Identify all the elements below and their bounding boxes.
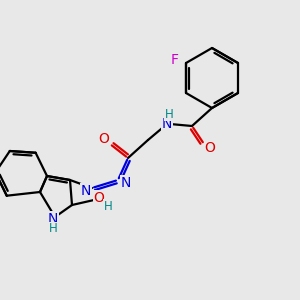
Text: O: O — [99, 132, 110, 146]
Text: N: N — [121, 176, 131, 190]
Text: H: H — [49, 223, 57, 236]
Text: O: O — [94, 191, 104, 205]
Text: N: N — [162, 117, 172, 131]
Text: F: F — [171, 53, 179, 67]
Text: N: N — [48, 212, 58, 226]
Text: H: H — [103, 200, 112, 212]
Text: H: H — [165, 107, 173, 121]
Text: N: N — [81, 184, 91, 198]
Text: O: O — [205, 141, 215, 155]
